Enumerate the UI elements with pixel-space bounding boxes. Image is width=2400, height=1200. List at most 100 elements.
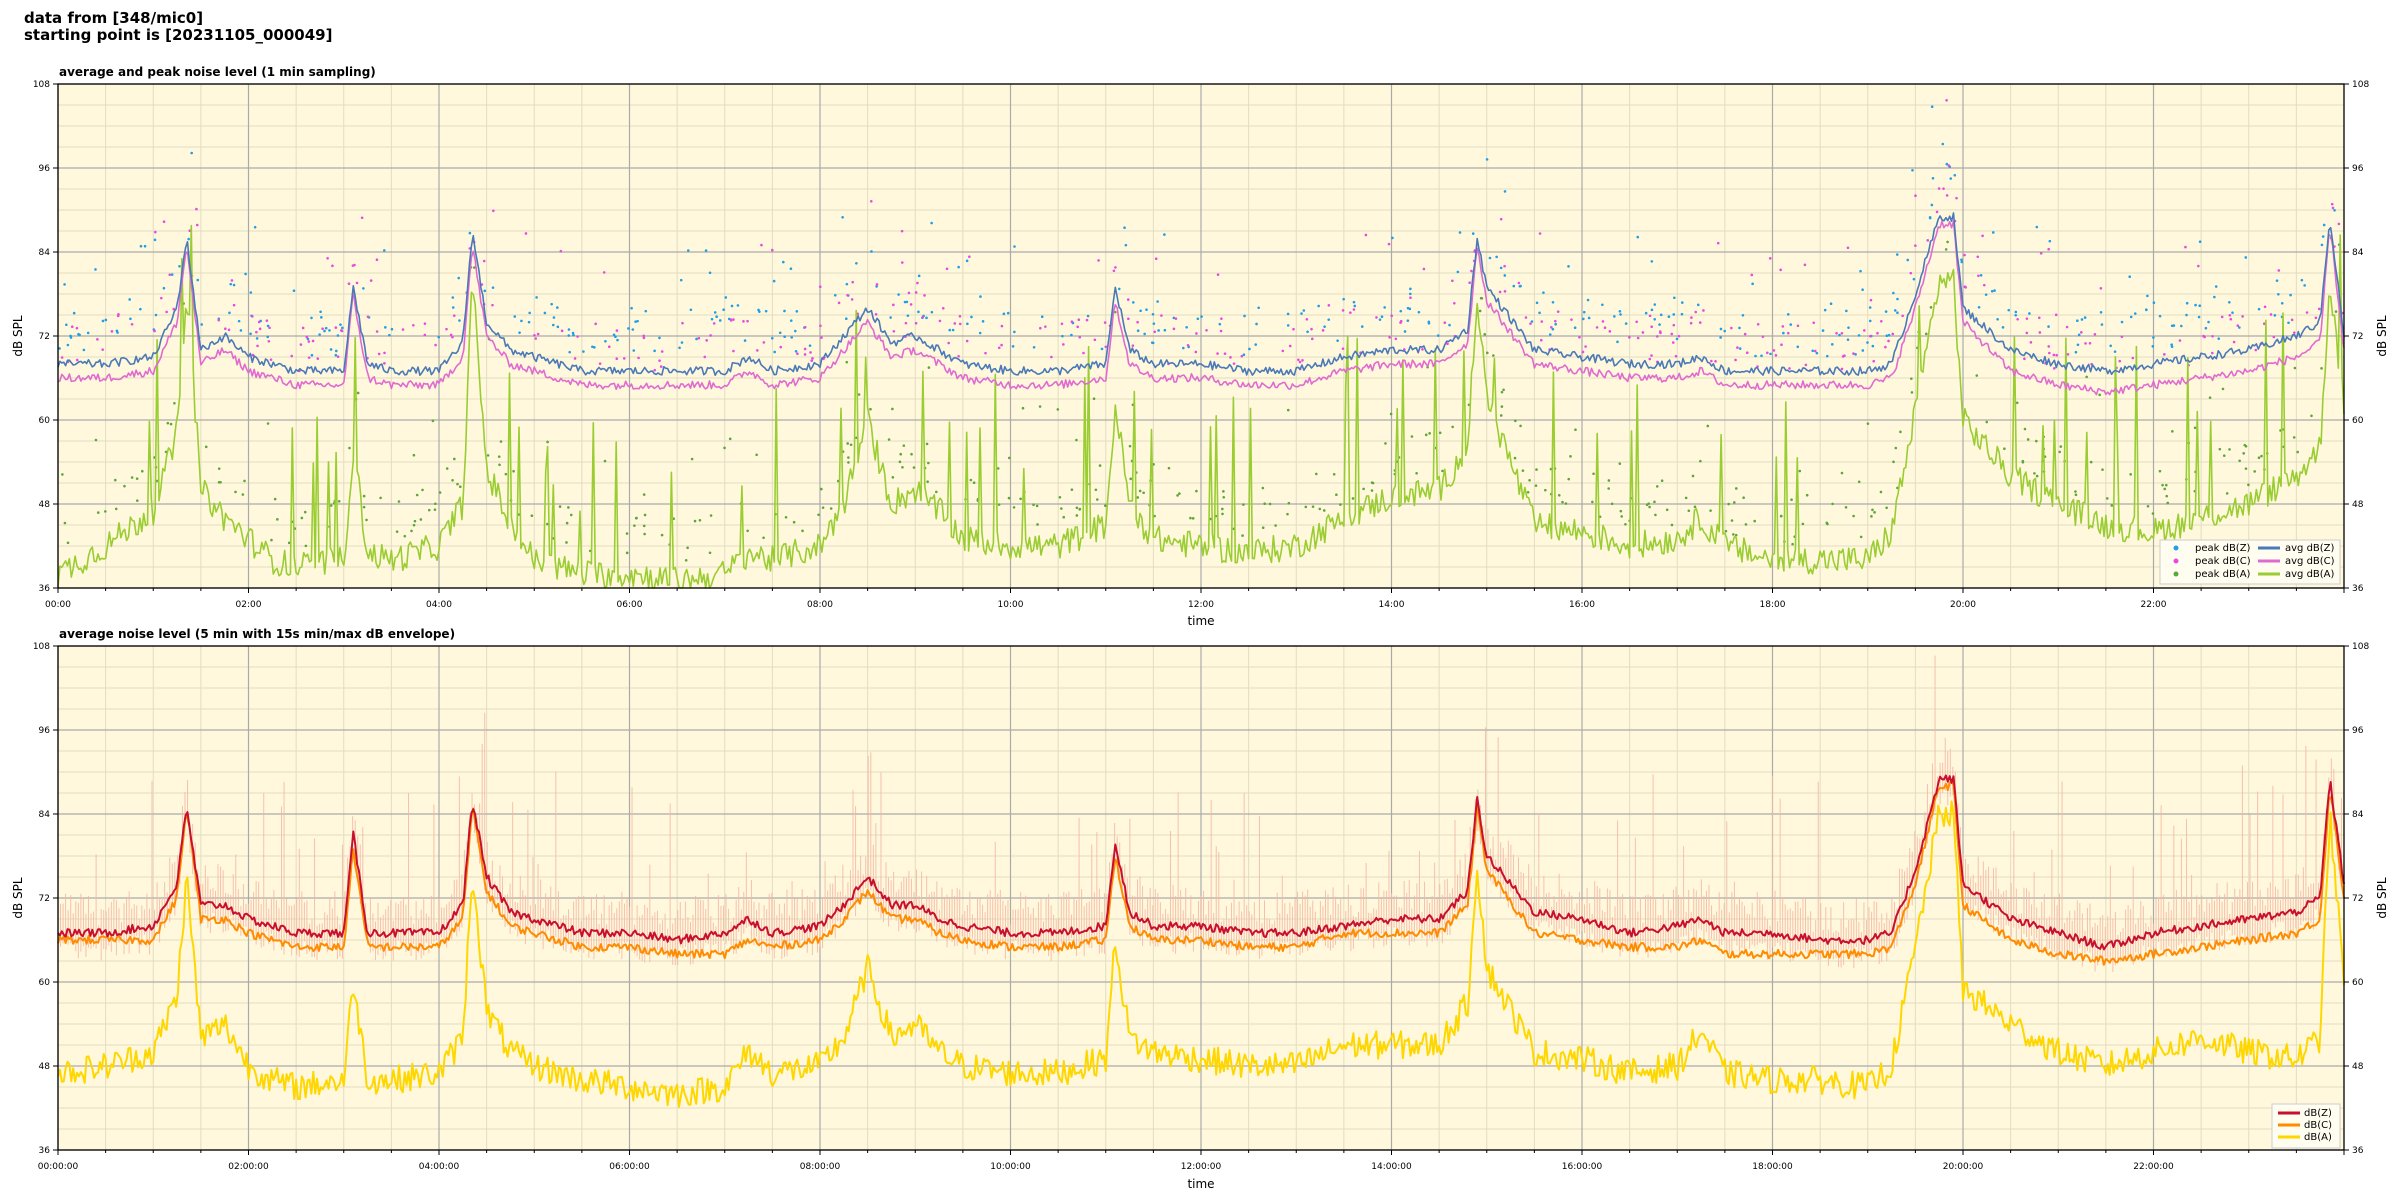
peak-dot — [550, 302, 553, 306]
peak-dot — [492, 209, 495, 213]
peak-dot — [1221, 512, 1224, 516]
peak-dot — [162, 286, 166, 290]
peak-dot — [870, 250, 873, 253]
y-tick-label-right: 108 — [2352, 642, 2369, 652]
peak-dot — [1364, 233, 1368, 237]
peak-dot — [329, 348, 333, 351]
peak-dot — [228, 311, 231, 315]
peak-dot — [1240, 354, 1244, 358]
peak-dot — [1567, 265, 1570, 268]
peak-dot — [2144, 308, 2148, 311]
chart-1: 36 36 48 48 60 60 72 72 84 84 96 96 108 108 00:00 02:00… — [11, 65, 2389, 628]
x-tick-label: 18:00:00 — [1752, 1162, 1793, 1172]
peak-dot — [569, 513, 573, 517]
peak-dot — [340, 329, 344, 333]
peak-dot — [709, 334, 712, 337]
y-tick-label-left: 36 — [39, 1146, 51, 1156]
peak-dot — [855, 261, 858, 265]
peak-dot — [1157, 329, 1160, 332]
peak-dot — [1734, 533, 1738, 537]
peak-dot — [1561, 500, 1564, 504]
peak-dot — [1709, 509, 1712, 512]
peak-dot — [1866, 341, 1869, 344]
peak-dot — [1485, 158, 1489, 161]
peak-dot — [1167, 466, 1171, 470]
peak-dot — [319, 310, 322, 314]
peak-dot — [2014, 313, 2018, 317]
peak-dot — [1931, 176, 1935, 180]
peak-dot — [760, 243, 763, 247]
peak-dot — [2083, 316, 2087, 319]
peak-dot — [1163, 233, 1166, 236]
peak-dot — [1955, 196, 1958, 200]
peak-dot — [1075, 506, 1079, 510]
peak-dot — [903, 300, 907, 304]
peak-dot — [1384, 442, 1387, 445]
peak-dot — [1132, 301, 1135, 304]
peak-dot — [336, 334, 340, 337]
peak-dot — [434, 343, 437, 347]
peak-dot — [1910, 391, 1914, 394]
peak-dot — [2220, 315, 2224, 319]
legend-label: peak dB(Z) — [2195, 543, 2251, 554]
peak-dot — [1887, 333, 1891, 337]
peak-dot — [324, 326, 328, 330]
peak-dot — [953, 322, 957, 325]
peak-dot — [2039, 251, 2043, 255]
peak-dot — [1677, 334, 1681, 338]
peak-dot — [729, 319, 733, 322]
peak-dot — [316, 357, 320, 360]
peak-dot — [1538, 311, 1541, 315]
peak-dot — [457, 276, 461, 280]
peak-dot — [129, 317, 132, 321]
series-line-avg-db-c- — [57, 220, 2345, 396]
peak-dot — [947, 341, 950, 345]
peak-dot — [558, 505, 562, 508]
peak-dot — [415, 493, 419, 497]
peak-dot — [2059, 445, 2063, 448]
peak-dot — [1760, 354, 1763, 358]
peak-dot — [795, 310, 799, 313]
peak-dot — [1488, 256, 1492, 260]
peak-dot — [2238, 459, 2241, 463]
peak-dot — [756, 349, 759, 352]
peak-dot — [923, 294, 926, 297]
peak-dot — [1219, 329, 1223, 333]
x-tick-label: 02:00:00 — [228, 1162, 269, 1172]
peak-dot — [1438, 431, 1442, 435]
peak-dot — [114, 507, 118, 511]
y-tick-label-left: 60 — [39, 978, 51, 988]
peak-dot — [686, 546, 689, 550]
peak-dot — [1914, 194, 1917, 198]
peak-dot — [1733, 501, 1736, 504]
peak-dot — [530, 514, 534, 518]
x-tick-label: 20:00:00 — [1943, 1162, 1984, 1172]
peak-dot — [829, 507, 833, 510]
peak-dot — [1353, 304, 1357, 308]
legend-label: avg dB(Z) — [2285, 543, 2335, 554]
peak-dot — [449, 333, 453, 337]
peak-dot — [2290, 318, 2294, 322]
y-tick-label-right: 72 — [2352, 332, 2363, 342]
peak-dot — [1274, 524, 1277, 527]
peak-dot — [1094, 488, 1098, 492]
peak-dot — [94, 268, 97, 271]
peak-dot — [334, 326, 338, 329]
peak-dot — [2228, 300, 2231, 304]
peak-dot — [2120, 320, 2124, 324]
peak-dot — [1417, 310, 1421, 314]
peak-dot — [746, 529, 749, 533]
peak-dot — [819, 324, 822, 328]
peak-dot — [1480, 296, 1484, 300]
peak-dot — [2088, 341, 2092, 345]
peak-dot — [512, 469, 515, 473]
peak-dot — [255, 330, 258, 334]
peak-dot — [981, 320, 985, 323]
peak-dot — [743, 339, 747, 342]
peak-dot — [172, 307, 176, 311]
peak-dot — [1868, 319, 1872, 323]
peak-dot — [2076, 319, 2079, 322]
peak-dot — [2033, 472, 2036, 475]
peak-dot — [1869, 298, 1873, 302]
peak-dot — [846, 442, 849, 445]
